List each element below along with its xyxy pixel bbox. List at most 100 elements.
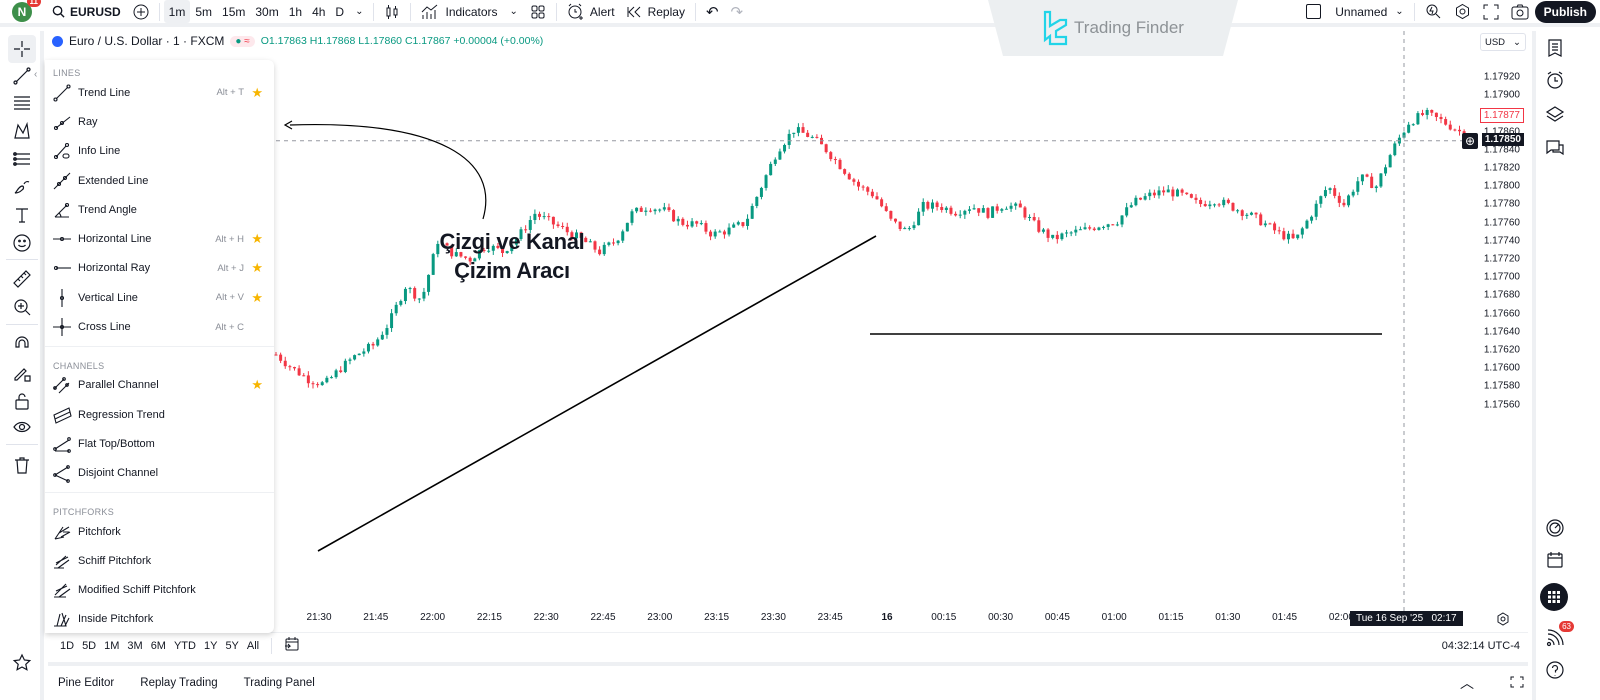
timeframe-4h[interactable]: 4h [312,4,326,19]
tab-replay-trading[interactable]: Replay Trading [140,677,218,689]
symbol-title[interactable]: Euro / U.S. Dollar · 1 · FXCM [69,34,225,48]
menu-item-trend-angle[interactable]: Trend Angle [45,195,274,224]
currency-selector[interactable]: USD ⌄ [1480,33,1526,51]
layouts-button[interactable] [524,0,552,23]
watchlist-button[interactable] [1544,37,1566,59]
help-button[interactable] [1544,659,1566,681]
menu-item-inside-pitchfork[interactable]: Inside Pitchfork [45,605,274,634]
alert-button[interactable]: Alert [561,0,621,23]
compare-symbol-button[interactable] [127,0,155,23]
quick-search-button[interactable] [1419,0,1448,23]
timeframe-1m[interactable]: 1m [163,0,191,23]
favorite-star-icon[interactable]: ★ [251,231,263,247]
favorite-star-icon[interactable]: ★ [251,84,263,100]
screener-button[interactable] [1544,517,1566,539]
user-avatar[interactable]: N 11 [12,0,41,22]
timezone-clock[interactable]: 04:32:14 UTC-4 [1441,639,1520,652]
products-button[interactable] [1540,583,1568,611]
menu-item-flat-top-bottom[interactable]: Flat Top/Bottom [45,429,274,458]
menu-item-modified-schiff-pitchfork[interactable]: Modified Schiff Pitchfork [45,575,274,604]
candle [972,204,976,210]
range-all[interactable]: All [246,639,260,652]
remove-drawings-tool[interactable] [10,453,34,477]
menu-item-ray[interactable]: Ray [45,107,274,136]
menu-item-trend-line[interactable]: Trend Line Alt + T ★ [45,78,274,107]
range-3m[interactable]: 3M [127,639,143,652]
menu-item-pitchfork[interactable]: Pitchfork [45,517,274,546]
maximize-panel-button[interactable] [1504,676,1528,691]
menu-item-disjoint-channel[interactable]: Disjoint Channel [45,459,274,488]
symbol-search[interactable]: EURUSD [46,0,127,23]
fullscreen-button[interactable] [1477,0,1505,23]
time-axis[interactable]: 21:30 21:45 22:00 22:15 22:30 22:45 23:00 23:15… [274,612,1470,628]
chats-button[interactable] [1544,137,1566,159]
calendar-button[interactable] [1544,549,1566,571]
price-chart[interactable] [48,31,1500,630]
indicators-dropdown[interactable]: ⌄ [504,0,524,23]
object-tree-button[interactable] [1544,103,1566,125]
prediction-tool[interactable] [10,147,34,171]
favorites-tool[interactable] [10,651,34,675]
text-tool[interactable] [10,203,34,227]
menu-item-info-line[interactable]: Info Line [45,137,274,166]
favorite-star-icon[interactable]: ★ [251,260,263,276]
timeframe-5m[interactable]: 5m [195,4,213,19]
shortcut-hint: Alt + V [215,292,244,304]
hide-drawings-tool[interactable] [10,416,34,440]
undo-button[interactable]: ↶ [700,0,725,23]
timeframe-D[interactable]: D [335,4,345,19]
menu-item-horizontal-ray[interactable]: Horizontal Ray Alt + J ★ [45,254,274,283]
emoji-tool[interactable] [10,231,34,255]
timeframe-1h[interactable]: 1h [288,4,303,19]
settings-button[interactable] [1448,0,1477,23]
measure-tool[interactable] [10,267,34,291]
menu-item-vertical-line[interactable]: Vertical Line Alt + V ★ [45,283,274,312]
add-alert-plus-icon[interactable]: ⊕ [1462,132,1478,149]
range-6m[interactable]: 6M [150,639,166,652]
zoom-tool[interactable] [10,295,34,319]
screenshot-button[interactable] [1505,0,1535,23]
range-1y[interactable]: 1Y [203,639,218,652]
range-1d[interactable]: 1D [60,639,75,652]
indicators-button[interactable]: Indicators [415,0,503,23]
timeframe-30m[interactable]: 30m [255,4,279,19]
range-5d[interactable]: 5D [82,639,97,652]
layout-name-button[interactable]: Unnamed ⌄ [1300,0,1409,23]
axis-settings-button[interactable] [1496,612,1510,631]
goto-date-button[interactable] [280,636,304,655]
favorite-star-icon[interactable]: ★ [251,377,263,393]
redo-button[interactable]: ↷ [725,0,750,23]
lock-all-tool[interactable] [10,389,34,413]
chart-type-button[interactable] [378,0,406,23]
menu-item-cross-line[interactable]: Cross Line Alt + C [45,312,274,341]
range-5y[interactable]: 5Y [225,639,239,652]
range-1m[interactable]: 1M [104,639,120,652]
menu-item-parallel-channel[interactable]: Parallel Channel ★ [45,371,274,400]
favorite-star-icon[interactable]: ★ [251,289,263,305]
timeframe-15m[interactable]: 15m [222,4,246,19]
crosshair-tool[interactable] [8,35,36,63]
brush-tool[interactable] [10,175,34,199]
menu-item-extended-line[interactable]: Extended Line [45,166,274,195]
tab-trading-panel[interactable]: Trading Panel [243,677,315,689]
fib-tool[interactable] [10,91,34,115]
publish-button[interactable]: Publish [1534,0,1596,23]
pattern-tool[interactable] [10,119,34,143]
collapse-panel-button[interactable]: ︿ [1460,673,1500,693]
trend-line-drawing[interactable] [317,235,877,552]
lock-drawing-tool[interactable] [10,361,34,385]
menu-item-regression-trend[interactable]: Regression Trend [45,400,274,429]
timeframe-dropdown[interactable]: ⌄ [349,0,369,23]
magnet-tool[interactable] [10,333,34,357]
market-status-badge[interactable]: ● ≈ [230,35,255,47]
range-ytd[interactable]: YTD [173,639,196,652]
trend-line-tool[interactable] [10,64,34,88]
menu-item-horizontal-line[interactable]: Horizontal Line Alt + H ★ [45,224,274,253]
replay-button[interactable]: Replay [621,0,691,23]
collapse-arrow-icon[interactable]: ‹ [34,69,38,80]
notifications-button[interactable]: 63 [1544,621,1574,649]
price-axis[interactable]: USD⌄ 1.179201.179001.178801.178601.17840… [1462,31,1530,630]
tab-pine-editor[interactable]: Pine Editor [58,677,115,689]
alerts-button[interactable] [1544,69,1566,91]
menu-item-schiff-pitchfork[interactable]: Schiff Pitchfork [45,546,274,575]
